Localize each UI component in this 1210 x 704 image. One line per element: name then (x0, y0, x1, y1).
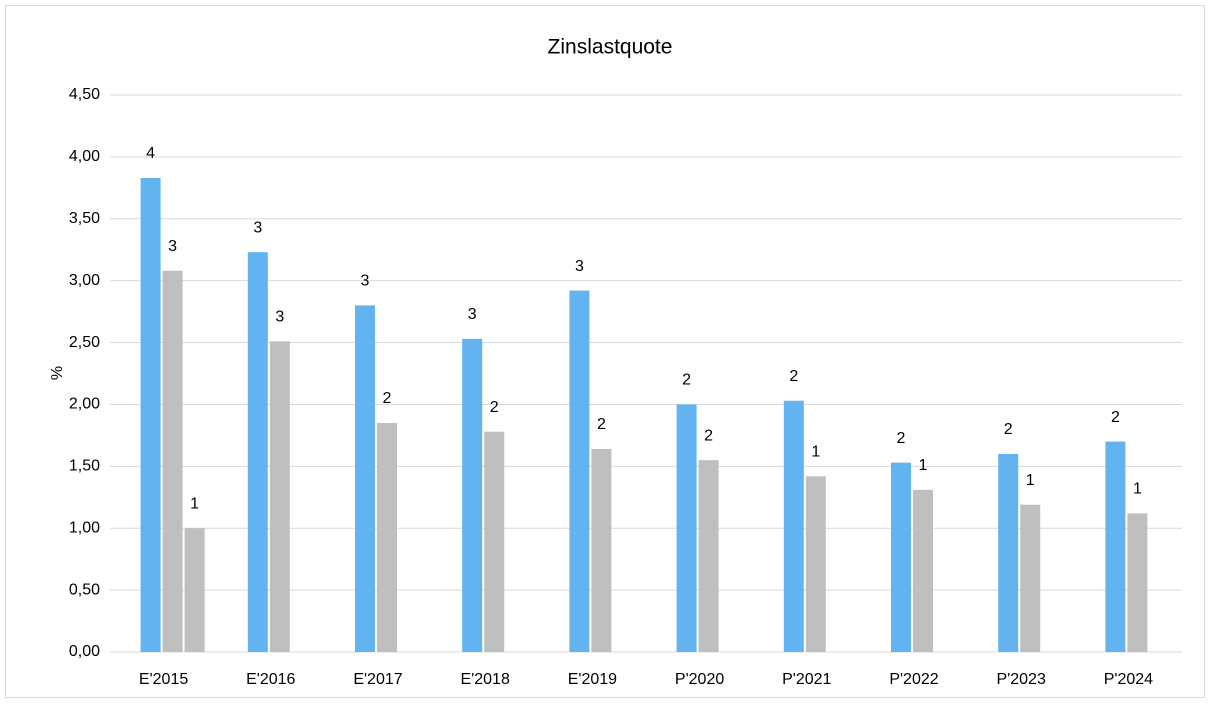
data-label: 1 (919, 457, 928, 474)
data-label: 2 (383, 390, 392, 407)
data-label: 2 (1111, 409, 1120, 426)
x-tick-label: E'2016 (246, 671, 295, 688)
data-label: 2 (897, 430, 906, 447)
data-label: 1 (1026, 472, 1035, 489)
bar (355, 305, 375, 652)
bar (377, 423, 397, 652)
bar (247, 252, 268, 652)
data-label: 3 (168, 238, 177, 255)
y-tick-label: 1,50 (69, 458, 100, 475)
data-label: 3 (361, 273, 370, 290)
x-tick-label: E'2017 (353, 671, 402, 688)
data-label: 3 (275, 309, 284, 326)
bar (891, 462, 911, 652)
y-tick-label: 3,50 (69, 210, 100, 227)
x-tick-label: P'2024 (1104, 671, 1153, 688)
data-label: 2 (490, 399, 499, 416)
data-label: 2 (682, 372, 691, 389)
bar (184, 528, 205, 652)
data-label: 1 (811, 443, 820, 460)
data-label: 2 (597, 416, 606, 433)
bar (913, 489, 933, 652)
data-label: 3 (468, 306, 477, 323)
x-tick-label: P'2021 (782, 671, 831, 688)
x-tick-label: P'2022 (889, 671, 938, 688)
x-tick-label: E'2019 (568, 671, 617, 688)
y-tick-label: 0,50 (69, 581, 100, 598)
bar (569, 290, 590, 652)
bar (140, 177, 161, 653)
y-tick-label: 3,00 (69, 272, 100, 289)
y-tick-label: 4,50 (69, 86, 100, 103)
y-tick-label: 1,00 (69, 519, 100, 536)
x-tick-label: E'2015 (139, 671, 188, 688)
y-tick-label: 4,00 (69, 148, 100, 165)
data-label: 2 (704, 427, 713, 444)
bar (1127, 513, 1148, 652)
bar (676, 404, 697, 652)
y-tick-label: 2,00 (69, 396, 100, 413)
data-label: 3 (253, 219, 262, 236)
bar (162, 270, 183, 652)
bar (698, 460, 719, 652)
y-axis-label: % (49, 366, 66, 380)
x-tick-label: P'2023 (997, 671, 1046, 688)
bar (805, 476, 826, 652)
chart-title: Zinslastquote (548, 36, 673, 59)
bar (269, 341, 290, 652)
data-label: 1 (190, 495, 199, 512)
bar (591, 449, 612, 652)
data-label: 4 (146, 145, 155, 162)
data-label: 2 (1004, 421, 1013, 438)
bar (1020, 504, 1041, 652)
x-tick-label: E'2018 (461, 671, 510, 688)
data-label: 1 (1133, 481, 1142, 498)
bar (998, 453, 1019, 652)
bar (783, 400, 804, 652)
x-tick-label: P'2020 (675, 671, 724, 688)
y-tick-label: 0,00 (69, 643, 100, 660)
bar (462, 338, 483, 652)
data-label: 2 (789, 368, 798, 385)
bar (484, 431, 505, 652)
bar (1105, 441, 1126, 652)
y-tick-label: 2,50 (69, 334, 100, 351)
data-label: 3 (575, 258, 584, 275)
